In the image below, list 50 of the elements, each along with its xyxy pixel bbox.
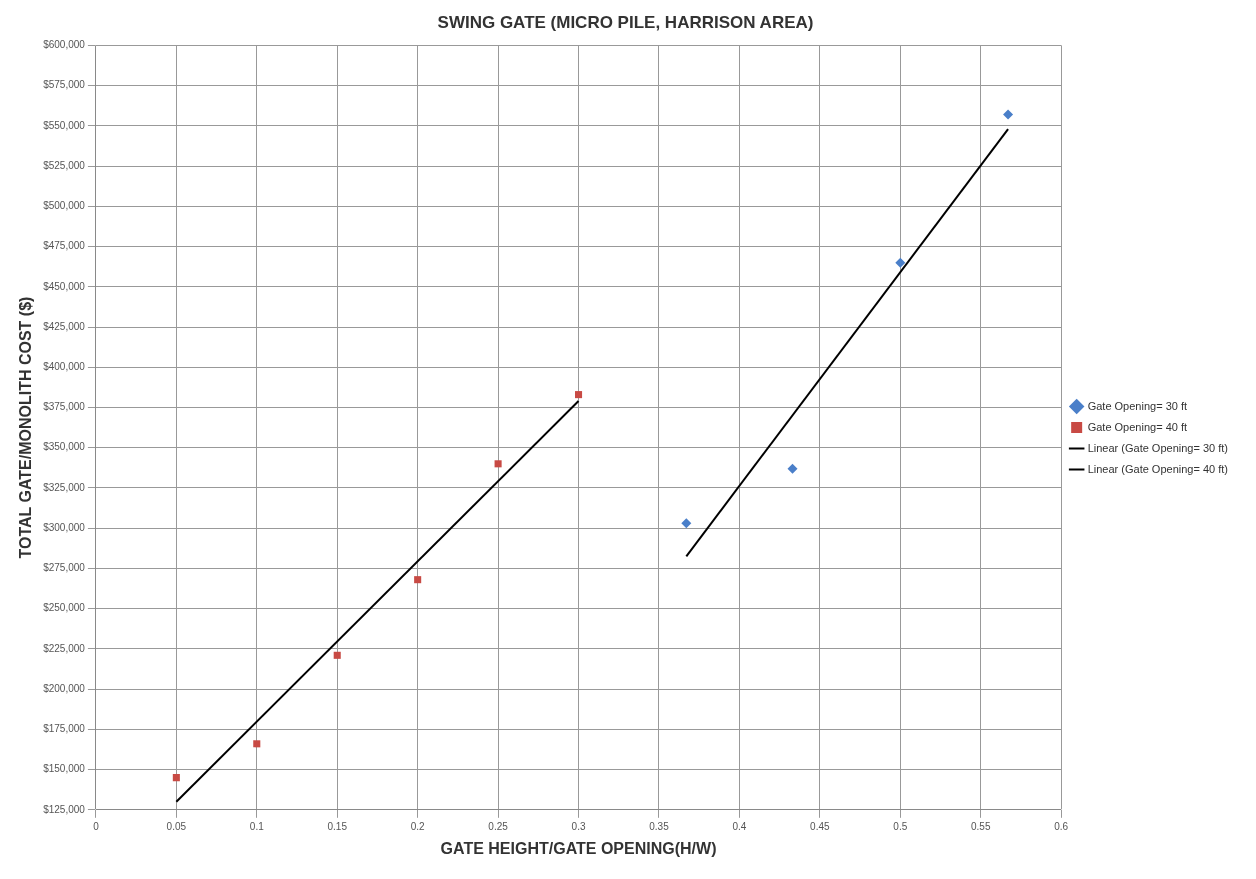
x-tick-label: 0.45 <box>810 820 831 832</box>
point <box>787 463 798 474</box>
x-tick-label: 0.15 <box>327 820 348 832</box>
point <box>1003 109 1014 120</box>
x-tick-label: 0 <box>93 820 100 832</box>
y-tick-label: $325,000 <box>43 481 86 493</box>
x-tick-label: 0.5 <box>893 820 908 832</box>
y-tick-label: $350,000 <box>43 441 86 453</box>
y-tick-label: $575,000 <box>43 79 86 91</box>
point <box>494 460 502 468</box>
x-tick-label: 0.35 <box>649 820 670 832</box>
point <box>172 774 180 782</box>
y-tick-label: $275,000 <box>43 562 86 574</box>
y-tick-label: $400,000 <box>43 361 86 372</box>
y-tick-label: $500,000 <box>43 200 86 212</box>
y-tick-label: $450,000 <box>43 280 86 292</box>
y-tick-label: $475,000 <box>43 240 86 252</box>
x-tick-label: 0.55 <box>970 820 991 832</box>
y-tick-label: $375,000 <box>43 401 86 413</box>
y-tick-label: $175,000 <box>43 723 86 735</box>
y-axis-title: TOTAL GATE/MONOLITH COST ($) <box>17 296 35 559</box>
legend-label: Gate Opening= 30 ft <box>1087 399 1188 412</box>
y-tick-label: $300,000 <box>43 521 86 533</box>
x-tick-label: 0.2 <box>410 820 426 832</box>
point <box>333 651 341 659</box>
point <box>681 518 692 529</box>
y-tick-label: $250,000 <box>43 602 86 614</box>
point <box>414 576 422 584</box>
y-tick-label: $425,000 <box>43 320 86 332</box>
point <box>253 740 261 748</box>
legend-label: Gate Opening= 40 ft <box>1087 420 1188 433</box>
y-tick-label: $150,000 <box>43 763 86 775</box>
x-tick-label: 0.1 <box>249 820 265 832</box>
y-tick-label: $525,000 <box>43 159 86 171</box>
x-axis-title: GATE HEIGHT/GATE OPENING(H/W) <box>440 839 717 857</box>
x-tick-label: 0.25 <box>488 820 509 832</box>
legend-label: Linear (Gate Opening= 40 ft) <box>1087 462 1229 475</box>
legend-label: Linear (Gate Opening= 30 ft) <box>1087 441 1229 454</box>
y-tick-label: $550,000 <box>43 119 86 131</box>
x-tick-label: 0.3 <box>571 820 586 832</box>
point <box>575 391 583 399</box>
y-tick-label: $600,000 <box>43 39 86 51</box>
x-tick-label: 0.05 <box>166 820 187 832</box>
x-tick-label: 0.4 <box>732 820 747 832</box>
y-tick-label: $125,000 <box>43 803 86 815</box>
x-tick-label: 0.6 <box>1054 820 1069 832</box>
point <box>895 257 906 268</box>
y-tick-label: $200,000 <box>43 682 86 694</box>
y-tick-label: $225,000 <box>43 642 86 654</box>
chart-title: SWING GATE (MICRO PILE, HARRISON AREA) <box>437 12 814 32</box>
